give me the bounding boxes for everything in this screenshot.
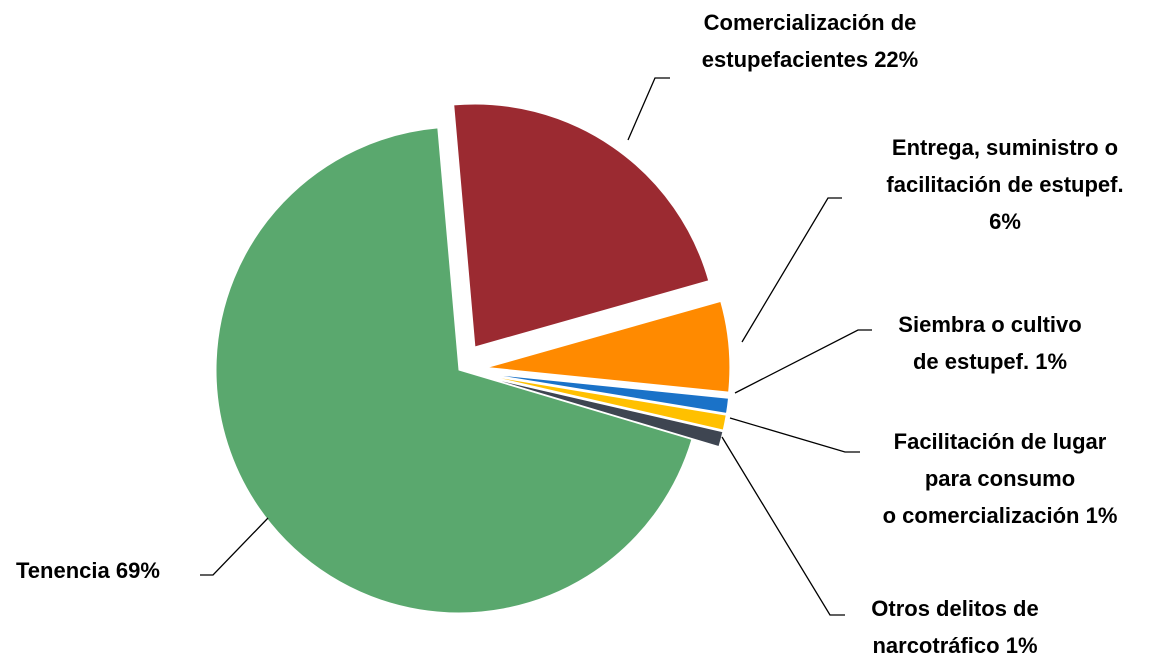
value-label: 69%: [115, 558, 160, 583]
slice-label: Tenencia 69%: [16, 552, 206, 589]
category-label: Entrega, suministro o facilitación de es…: [886, 135, 1124, 197]
category-label: Tenencia: [16, 558, 110, 583]
pie-slice: [486, 373, 730, 414]
slice-label: Comercialización de estupefacientes 22%: [660, 4, 960, 78]
pie-slice: [485, 376, 724, 448]
value-label: 6%: [989, 209, 1021, 234]
value-label: 22%: [874, 47, 919, 72]
leader-line: [729, 417, 860, 453]
pie-slice: [453, 103, 710, 348]
leader-line: [200, 517, 269, 576]
category-label: Siembra o cultivo de estupef.: [898, 312, 1082, 374]
slice-label: Facilitación de lugar para consumo o com…: [845, 423, 1154, 534]
leader-line: [741, 197, 842, 343]
category-label: Comercialización de estupefacientes: [701, 10, 917, 72]
leader-line: [627, 77, 670, 141]
slice-label: Entrega, suministro o facilitación de es…: [845, 129, 1154, 240]
category-label: Otros delitos de narcotráfico: [871, 596, 1039, 658]
category-label: Facilitación de lugar para consumo o com…: [882, 429, 1107, 528]
leader-line: [721, 436, 845, 616]
value-label: 1%: [1085, 503, 1118, 528]
slice-label: Siembra o cultivo de estupef. 1%: [860, 306, 1120, 380]
pie-slice: [215, 127, 693, 614]
value-label: 1%: [1005, 633, 1038, 658]
pie-slice: [486, 374, 727, 431]
value-label: 1%: [1035, 349, 1068, 374]
pie-slice: [486, 300, 731, 393]
slice-label: Otros delitos de narcotráfico 1%: [835, 590, 1075, 659]
leader-line: [734, 329, 872, 394]
